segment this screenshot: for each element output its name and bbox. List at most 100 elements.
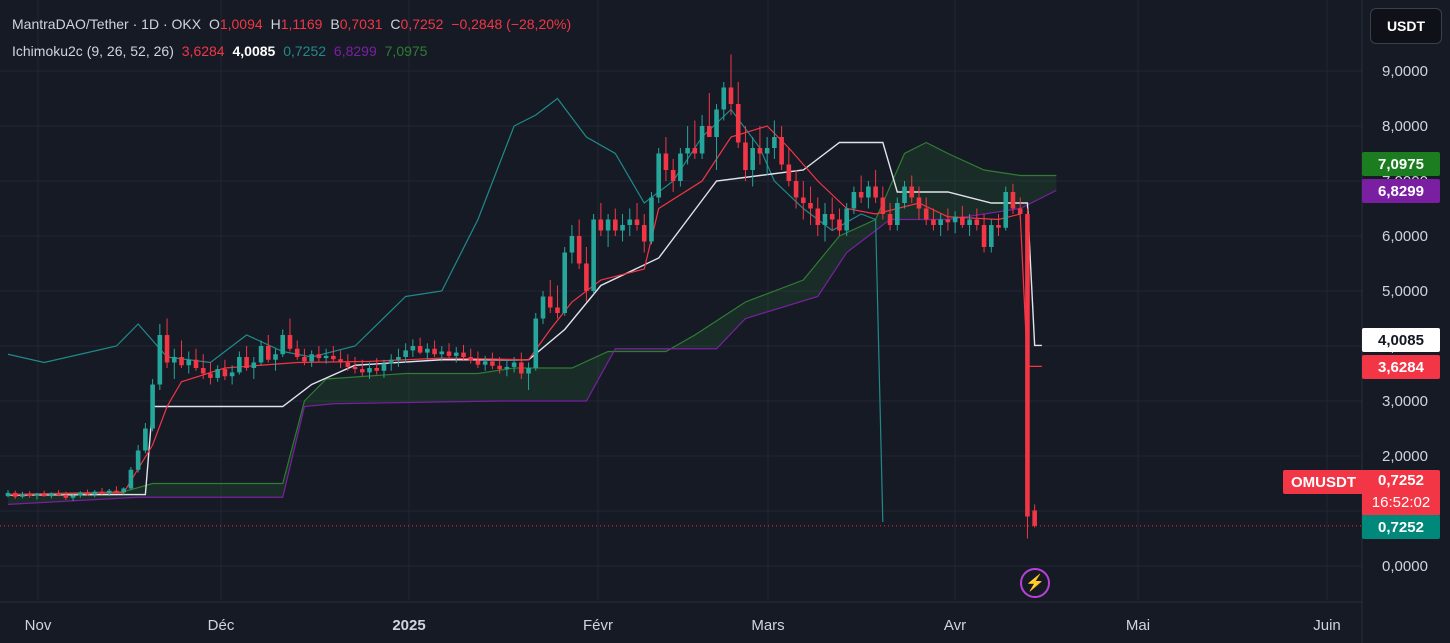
candle-body — [309, 354, 314, 362]
candle-body — [49, 493, 54, 497]
candle-body — [143, 428, 148, 451]
x-tick-label: Mars — [751, 617, 784, 634]
candle-body — [801, 197, 806, 203]
y-tick-label: 5,0000 — [1382, 283, 1428, 300]
candle-body — [1003, 192, 1009, 228]
indicator-value-base: 4,0085 — [232, 43, 276, 59]
symbol-tag: OMUSDT — [1283, 470, 1364, 494]
low-value: 0,7031 — [339, 16, 383, 32]
candle-body — [685, 148, 690, 154]
candle-body — [229, 372, 235, 377]
candle-body — [78, 492, 83, 496]
candle-body — [786, 164, 792, 181]
candle-body — [569, 236, 575, 253]
conversion-line-tag: 3,6284 — [1362, 355, 1440, 379]
candle-body — [215, 369, 220, 378]
close-label: C — [390, 16, 401, 32]
candle-body — [649, 197, 654, 242]
candle-body — [692, 148, 698, 154]
candle-body — [931, 219, 936, 225]
lightning-icon[interactable]: ⚡ — [1020, 568, 1050, 598]
candle-body — [425, 348, 430, 353]
candle-body — [866, 186, 871, 198]
currency-button[interactable]: USDT — [1370, 8, 1442, 44]
candle-body — [873, 186, 878, 198]
candle-body — [555, 307, 560, 313]
candle-body — [960, 216, 965, 225]
candle-body — [837, 219, 842, 231]
candle-body — [12, 492, 18, 497]
indicator-title: Ichimoku2c (9, 26, 52, 26) — [12, 43, 174, 59]
candle-body — [1032, 510, 1037, 526]
candle-body — [996, 225, 1001, 228]
candle-body — [403, 350, 408, 357]
candle-body — [273, 354, 278, 360]
countdown-value: 16:52:02 — [1371, 494, 1431, 511]
span-b-tag: 6,8299 — [1362, 179, 1440, 203]
candle-body — [461, 352, 466, 357]
open-value: 1,0094 — [219, 16, 263, 32]
candle-body — [656, 153, 661, 198]
candle-body — [880, 197, 886, 214]
open-label: O — [208, 16, 220, 32]
candle-body — [280, 335, 286, 355]
candle-body — [381, 363, 387, 371]
y-tick-label: 2,0000 — [1382, 448, 1428, 465]
candle-body — [302, 357, 307, 362]
candle-body — [938, 219, 943, 225]
candle-body — [121, 488, 126, 493]
candle-body — [909, 186, 915, 198]
candle-body — [482, 361, 488, 365]
candle-body — [511, 362, 517, 367]
span-b-line — [7, 189, 1057, 505]
high-value: 1,1169 — [280, 16, 323, 32]
candle-body — [858, 192, 864, 198]
indicator-value-conversion: 3,6284 — [181, 43, 225, 59]
candle-body — [916, 197, 922, 209]
candle-body — [757, 148, 763, 154]
x-tick-label: Mai — [1126, 617, 1150, 634]
candle-body — [56, 493, 61, 496]
candle-body — [894, 203, 900, 225]
candle-body — [164, 335, 170, 363]
candle-body — [323, 355, 329, 359]
candle-body — [764, 148, 770, 154]
candle-body — [331, 355, 336, 360]
candle-body — [519, 362, 524, 374]
candle-body — [345, 362, 351, 367]
candle-body — [265, 346, 271, 360]
last-price-tag: 0,7252 16:52:02 — [1362, 470, 1440, 516]
lagging-span-tag: 0,7252 — [1362, 515, 1440, 539]
candle-body — [446, 351, 452, 356]
candle-body — [714, 109, 719, 137]
candle-body — [728, 87, 734, 104]
candle-body — [251, 362, 257, 368]
candle-body — [258, 346, 264, 363]
y-tick-label: 9,0000 — [1382, 63, 1428, 80]
candle-body — [1017, 208, 1023, 214]
candle-body — [106, 490, 112, 494]
candle-body — [743, 142, 748, 170]
conversion-line — [7, 125, 1042, 496]
candle-body — [641, 225, 647, 242]
y-tick-label: 0,0000 — [1382, 558, 1428, 575]
x-tick-label: Nov — [25, 617, 52, 634]
candle-body — [20, 494, 25, 497]
candle-body — [128, 469, 134, 489]
candle-body — [135, 450, 141, 470]
candle-body — [244, 357, 249, 368]
candle-body — [533, 318, 539, 368]
candle-body — [468, 357, 474, 361]
high-label: H — [270, 16, 281, 32]
candle-body — [591, 219, 596, 291]
candle-body — [1010, 192, 1016, 209]
candle-body — [410, 346, 416, 351]
candle-body — [179, 357, 184, 366]
span-a-line — [7, 141, 1057, 496]
candle-body — [99, 491, 105, 494]
candle-body — [222, 369, 228, 377]
candle-body — [923, 208, 929, 220]
candle-body — [475, 360, 481, 365]
candle-body — [396, 357, 401, 360]
